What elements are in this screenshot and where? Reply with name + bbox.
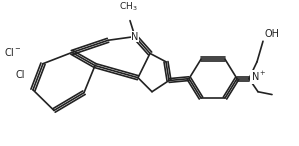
Text: N$^+$: N$^+$ xyxy=(251,70,267,83)
Text: Cl: Cl xyxy=(15,70,25,80)
Text: Cl$^-$: Cl$^-$ xyxy=(4,46,22,58)
Text: OH: OH xyxy=(265,29,280,39)
Text: N: N xyxy=(131,32,139,42)
Text: CH$_3$: CH$_3$ xyxy=(119,1,137,13)
